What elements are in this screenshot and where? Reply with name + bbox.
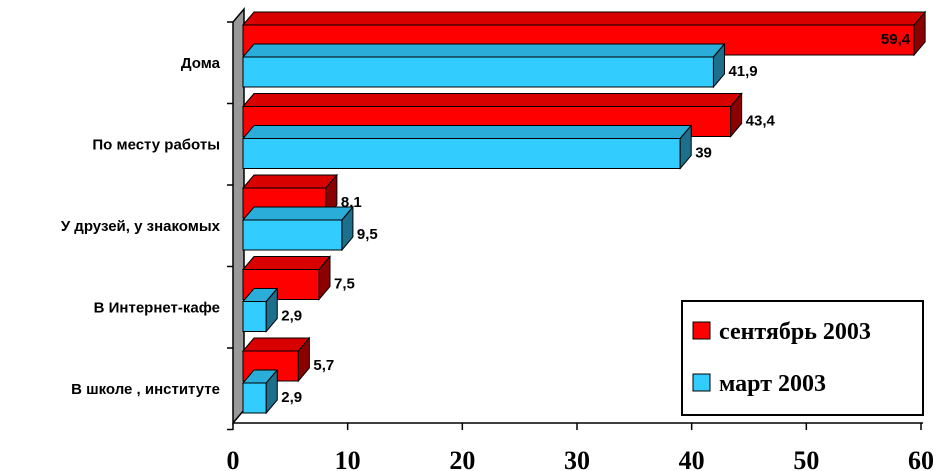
data-label: 59,4	[881, 31, 911, 48]
bar-top-face	[241, 256, 332, 270]
x-tick-label: 0	[227, 446, 240, 471]
bar-side-face	[730, 92, 743, 138]
bar-side-face	[712, 42, 725, 89]
bar-front-face	[242, 382, 267, 414]
bar-top-face	[241, 93, 743, 107]
legend: сентябрь 2003 март 2003	[681, 300, 924, 416]
bar-front-face	[242, 138, 681, 169]
bar-top-face	[241, 206, 355, 221]
bar-top-face	[241, 43, 726, 58]
data-label: 39	[695, 145, 712, 162]
data-label: 2,9	[281, 389, 302, 406]
bar-side-face	[341, 205, 354, 252]
data-label: 2,9	[281, 308, 302, 325]
legend-label: март 2003	[719, 371, 826, 397]
data-label: 5,7	[313, 357, 334, 374]
x-tick-label: 30	[564, 446, 590, 471]
bar-side-face	[913, 10, 926, 57]
chart-back-wall	[227, 6, 245, 431]
legend-label: сентябрь 2003	[719, 319, 871, 345]
category-label: У друзей, у знакомых	[61, 218, 221, 235]
bar-side-face	[679, 124, 692, 170]
bar-top-face	[241, 174, 338, 189]
x-tick-label: 40	[679, 446, 705, 471]
x-tick-label: 20	[449, 446, 475, 471]
bar-side-face	[265, 287, 278, 333]
x-axis: 0 10 20 30 40 50 60	[227, 422, 934, 471]
data-label: 43,4	[746, 113, 776, 130]
category-label: Дома	[181, 55, 221, 72]
bar-front-face	[242, 301, 267, 332]
bar: 41,9	[241, 42, 758, 89]
x-tick-label: 60	[908, 446, 934, 471]
bar-side-face	[297, 336, 310, 383]
data-label: 9,5	[357, 226, 378, 243]
x-tick-label: 50	[793, 446, 819, 471]
category-label: В Интернет-кафе	[94, 300, 220, 317]
bar-side-face	[265, 368, 278, 415]
bar: 59,4	[241, 10, 927, 57]
bar-side-face	[318, 255, 331, 301]
bar: 2,9	[241, 287, 302, 333]
data-label: 41,9	[728, 63, 757, 80]
bar-top-face	[241, 11, 927, 26]
bar: 9,5	[241, 205, 378, 252]
bar: 5,7	[241, 336, 334, 383]
data-label: 7,5	[334, 276, 355, 293]
bar-front-face	[242, 219, 343, 251]
bar-front-face	[242, 56, 714, 88]
bar: 7,5	[241, 255, 355, 301]
wall-side	[232, 6, 245, 426]
legend-box	[681, 300, 924, 416]
category-labels: Дома По месту работы У друзей, у знакомых В…	[61, 55, 221, 398]
x-tick-label: 10	[335, 446, 361, 471]
category-label: По месту работы	[92, 137, 220, 154]
bar-top-face	[241, 125, 693, 139]
legend-swatch	[692, 373, 711, 392]
bar: 2,9	[241, 368, 302, 415]
category-label: В школе , институте	[71, 381, 220, 398]
bar: 39	[241, 124, 712, 170]
legend-swatch	[692, 321, 711, 340]
